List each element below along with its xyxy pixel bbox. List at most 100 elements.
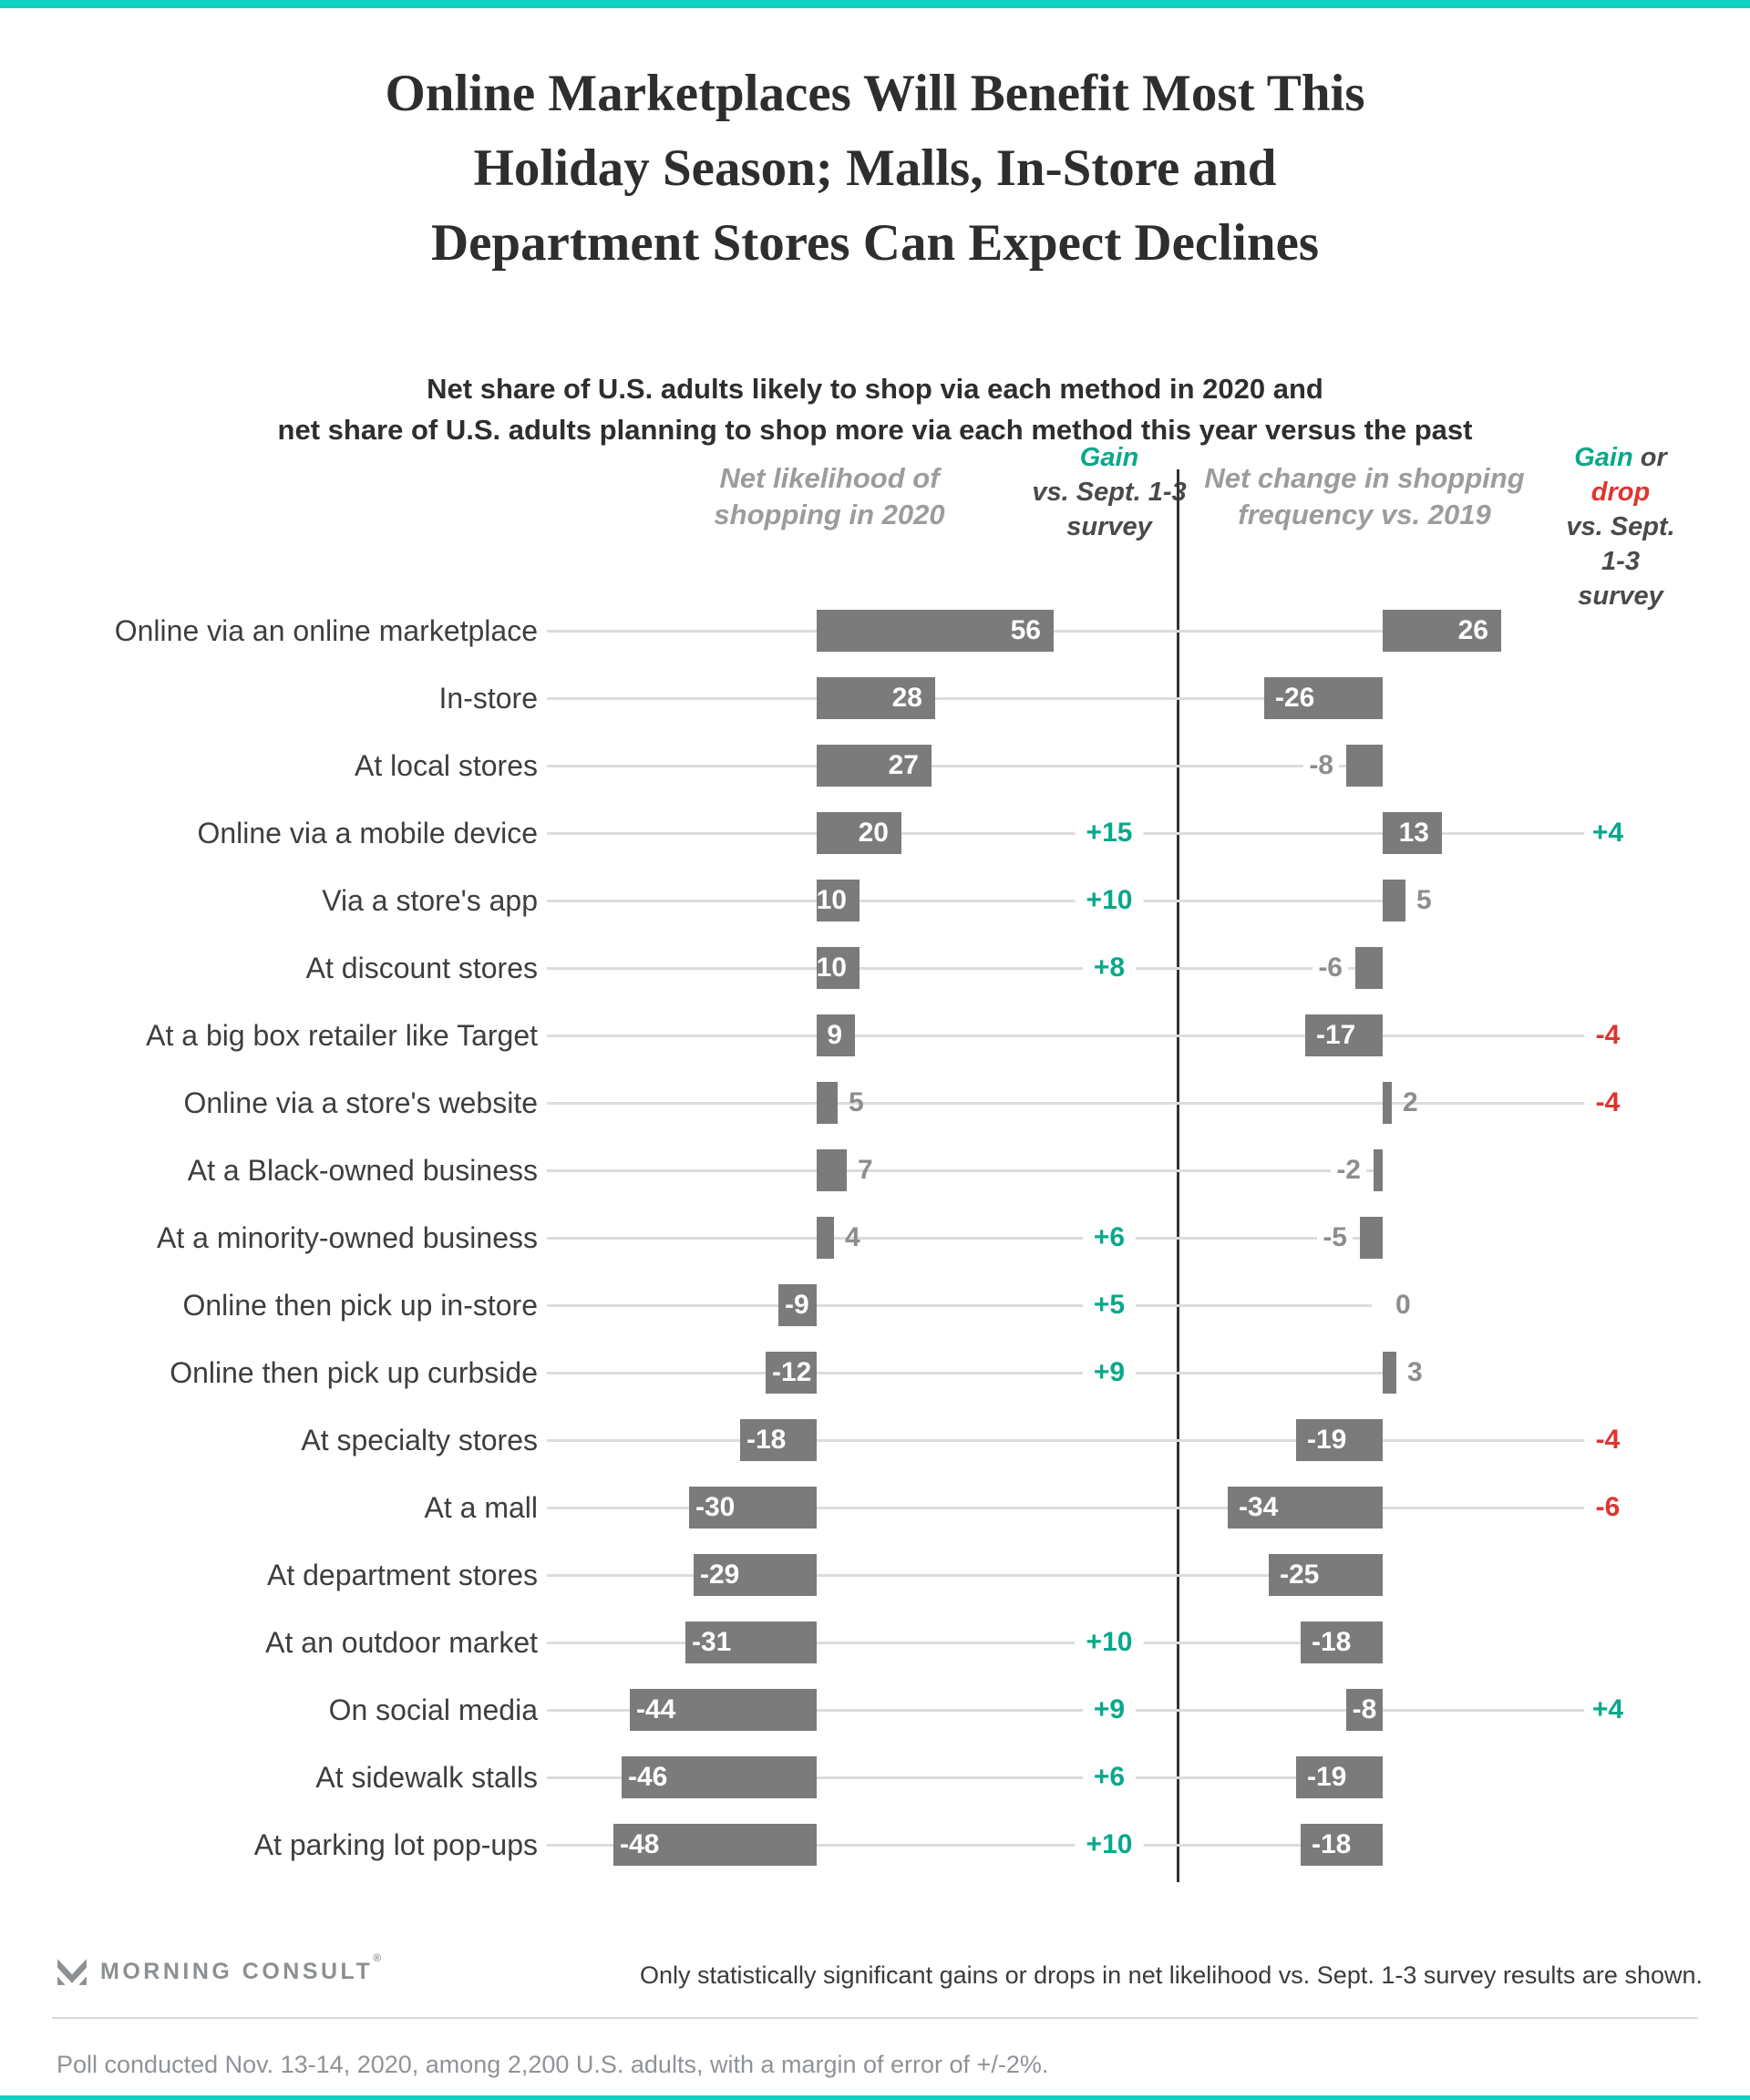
grid-line-right [1178,630,1383,633]
row-label: At a mall [424,1491,538,1524]
row-label: In-store [438,682,538,715]
bar-value: 10 [816,952,847,983]
gain-label-likelihood: +9 [1082,1354,1137,1391]
bar-net-change [1374,1149,1383,1191]
gain-label-likelihood: +6 [1082,1220,1137,1256]
bar-net-change: -25 [1269,1554,1383,1596]
bar-value: 27 [888,750,919,780]
registered-mark: ® [373,1951,385,1964]
grid-line-left [547,1709,1178,1712]
bar-net-change: -18 [1301,1824,1383,1866]
gain-word: Gain [1079,443,1139,472]
grid-line-left [547,1507,1178,1509]
bar-net-likelihood: -44 [630,1689,817,1731]
grid-line-left [547,1169,1178,1172]
bar-value: -17 [1316,1020,1356,1050]
bar-value-outside: 5 [849,1087,864,1117]
grid-line-right [1178,1776,1383,1779]
grid-line-right [1178,1102,1584,1105]
grid-line-left [547,900,1178,902]
row-label: At sidewalk stalls [315,1761,538,1794]
column-header-gain-drop-right: Gain or drop vs. Sept. 1-3 survey [1556,440,1685,613]
bar-net-likelihood: 10 [817,947,860,989]
gain-label-likelihood: +9 [1082,1692,1137,1728]
column-header-net-change: Net change in shopping frequency vs. 201… [1204,462,1525,530]
gain-label-likelihood: +8 [1082,950,1137,986]
grid-line-right [1178,1237,1383,1240]
bar-value: 10 [816,885,847,915]
subtitle-line-1: Net share of U.S. adults likely to shop … [427,373,1323,405]
title-line-1: Online Marketplaces Will Benefit Most Th… [385,65,1365,122]
bar-value: -44 [636,1694,676,1724]
grid-line-left [547,967,1178,970]
bar-value: -46 [628,1762,668,1792]
bar-net-change: 13 [1383,812,1442,854]
grid-line-right [1178,1169,1383,1172]
gain-label-likelihood: +10 [1075,882,1144,919]
subtitle-line-2: net share of U.S. adults planning to sho… [277,414,1473,446]
bar-value-outside: 4 [845,1222,860,1252]
bar-value: 56 [1010,615,1041,645]
bar-value-outside: 2 [1403,1087,1418,1117]
grid-line-left [547,1304,1178,1307]
bar-net-likelihood: -9 [778,1284,817,1326]
bar-value: -25 [1280,1560,1320,1590]
bar-value: -9 [785,1290,809,1320]
row-label: On social media [328,1693,538,1726]
gain-label-change: -4 [1595,1087,1621,1117]
grid-line-right [1178,1642,1383,1644]
bar-net-change: -34 [1228,1487,1383,1529]
footer-divider-line [52,2017,1698,2019]
bar-net-likelihood: -48 [613,1824,817,1866]
bar-value: -30 [695,1492,736,1522]
row-label: At a big box retailer like Target [146,1019,538,1052]
bar-net-likelihood [817,1082,838,1124]
poll-methodology-note: Poll conducted Nov. 13-14, 2020, among 2… [57,2051,1049,2078]
top-accent-bar [0,0,1750,8]
bar-net-likelihood: 10 [817,880,860,921]
bar-value: -19 [1307,1762,1347,1792]
bar-net-likelihood: -31 [685,1621,817,1663]
bar-value: -48 [620,1829,660,1859]
bar-net-likelihood [817,1217,834,1259]
bar-net-likelihood: 9 [817,1014,855,1056]
bar-value: -26 [1275,683,1315,713]
bar-net-change: -18 [1301,1621,1383,1663]
title-line-3: Department Stores Can Expect Declines [430,214,1320,272]
gain-label-likelihood: +6 [1082,1759,1137,1796]
drop-word: drop [1590,478,1651,507]
column-header-gain-left: Gain vs. Sept. 1-3 survey [1032,440,1186,544]
row-label: At local stores [355,749,538,782]
row-label: Via a store's app [322,884,538,917]
grid-line-right [1178,765,1383,767]
grid-line-left [547,1844,1178,1847]
grid-line-left [547,1237,1178,1240]
grid-line-right [1178,900,1383,902]
bottom-accent-bar [0,2095,1750,2100]
bar-net-change [1346,745,1383,787]
bar-value: -34 [1239,1492,1279,1522]
morning-consult-logo-icon [57,1959,87,1985]
morning-consult-logo-text: MORNING CONSULT® [100,1951,385,1984]
significance-footnote: Only statistically significant gains or … [639,1961,1703,1989]
bar-net-change: -17 [1305,1014,1383,1056]
gain-label-change: +4 [1591,1694,1624,1724]
bar-value: -12 [772,1357,812,1387]
bar-value: -8 [1352,1694,1377,1724]
bar-net-likelihood: -18 [740,1419,817,1461]
bar-net-likelihood: 56 [817,610,1054,652]
bar-value: -18 [746,1425,787,1455]
row-label: At a minority-owned business [157,1221,538,1254]
bar-net-change [1360,1217,1383,1259]
bar-value: -18 [1312,1627,1352,1657]
bar-net-likelihood: -12 [766,1352,817,1394]
gain-label-likelihood: +10 [1075,1624,1144,1661]
bar-net-change: 26 [1383,610,1501,652]
row-label: Online via a mobile device [197,817,538,849]
page-subtitle: Net share of U.S. adults likely to shop … [0,368,1750,450]
column-header-net-likelihood: Net likelihood of shopping in 2020 [714,462,945,530]
bar-value: 13 [1398,818,1429,848]
row-label: Online via a store's website [183,1086,538,1119]
grid-line-left [547,1642,1178,1644]
